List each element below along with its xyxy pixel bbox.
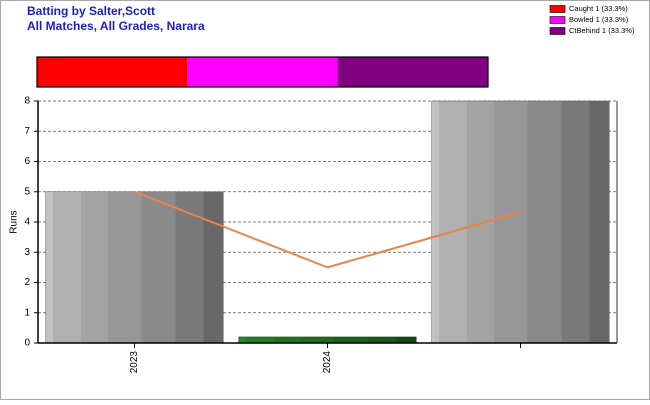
chart-title: Batting by Salter,Scott	[27, 4, 155, 18]
y-tick-label: 7	[24, 126, 30, 137]
y-tick-label: 4	[24, 217, 30, 228]
dismissal-segment	[187, 57, 338, 87]
chart-subtitle: All Matches, All Grades, Narara	[27, 19, 205, 33]
x-tick-label: 2023	[129, 351, 140, 374]
y-tick-label: 5	[24, 186, 30, 197]
legend-label: Caught 1 (33.3%)	[569, 4, 628, 13]
legend-swatch	[549, 27, 566, 35]
bar	[45, 191, 224, 344]
legend-swatch	[549, 16, 566, 24]
y-axis-label: Runs	[9, 210, 20, 233]
legend-label: Bowled 1 (33.3%)	[569, 15, 629, 24]
average-line	[134, 190, 521, 269]
bar	[431, 100, 610, 344]
dismissal-frame	[36, 56, 489, 88]
y-tick-label: 2	[24, 277, 30, 288]
y-tick-label: 3	[24, 247, 30, 258]
x-tick-label: 2024	[322, 351, 333, 374]
dismissal-segment	[337, 57, 488, 87]
y-tick-label: 8	[24, 96, 30, 107]
y-tick-label: 0	[24, 338, 30, 349]
legend-label: CtBehind 1 (33.3%)	[569, 26, 635, 35]
legend-swatch	[549, 5, 566, 13]
y-tick-label: 6	[24, 156, 30, 167]
bar	[238, 336, 417, 344]
y-tick-label: 1	[24, 307, 30, 318]
dismissal-segment	[37, 57, 188, 87]
